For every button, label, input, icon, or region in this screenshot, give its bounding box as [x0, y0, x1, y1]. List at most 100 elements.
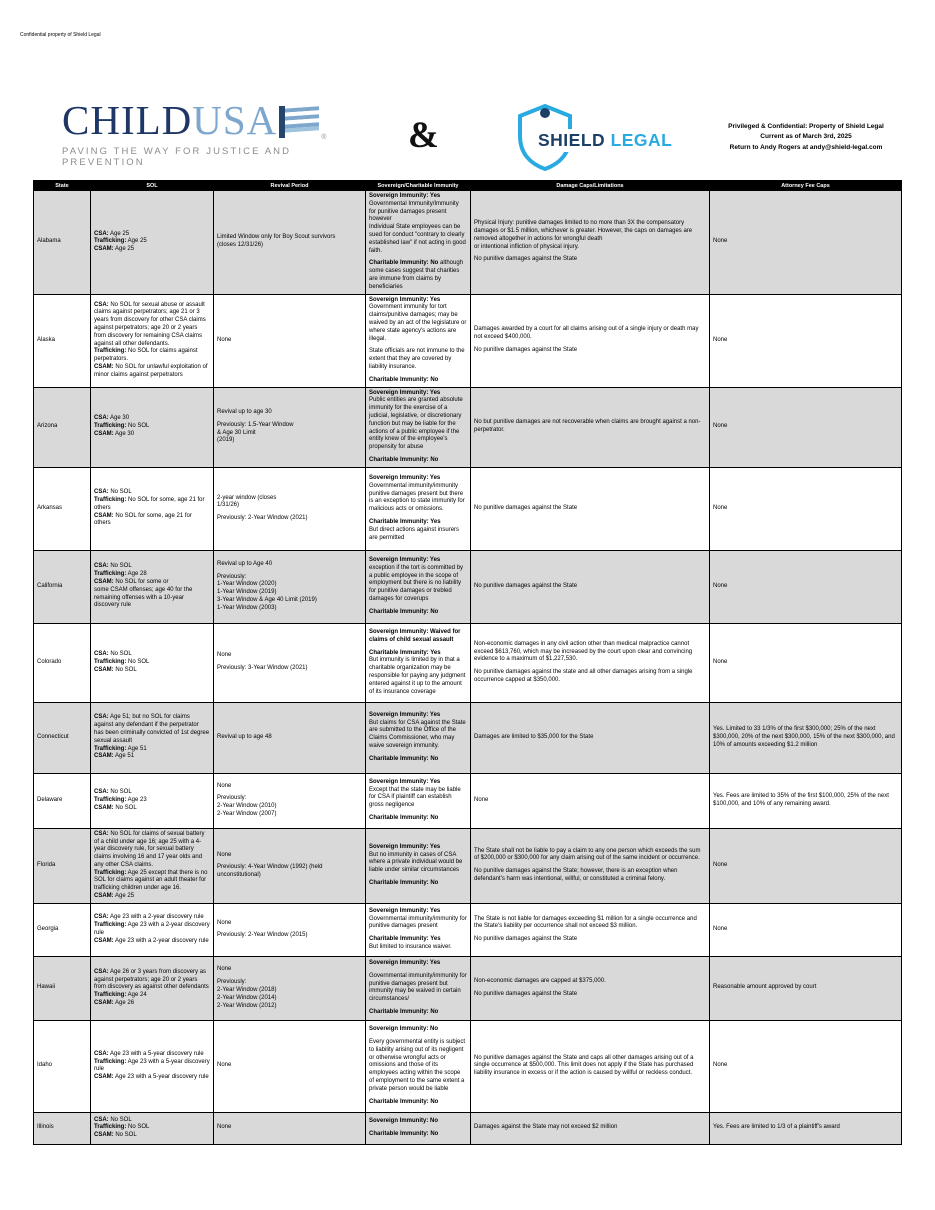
- cell-line: 2-Year Window (2010): [217, 803, 277, 810]
- cell-revival-period: Revival up to Age 40 Previously: 1-Year Wi…: [214, 550, 366, 624]
- cell-line: No but punitive damages are not recovera…: [474, 419, 701, 434]
- cell-line: Charitable Immunity: No: [369, 1130, 439, 1137]
- column-header: State: [34, 181, 91, 191]
- cell-line: Illinois: [37, 1124, 54, 1131]
- cell-line: No punitive damages against the state an…: [474, 669, 693, 683]
- cell-state: Hawaii: [34, 956, 91, 1021]
- cell-immunity: Sovereign Immunity: Yes exception if the …: [366, 550, 471, 624]
- cell-line: CSAM: Age 25: [94, 246, 135, 253]
- cell-attorney-fee-caps: None: [710, 191, 902, 295]
- cell-line: CSAM: Age 23 with a 5-year discovery rul…: [94, 1074, 209, 1081]
- cell-line: Sovereign Immunity: Yes: [369, 389, 441, 396]
- cell-damage-caps: No punitive damages against the State an…: [471, 1020, 710, 1113]
- cell-revival-period: None: [214, 294, 366, 388]
- table-row: California CSA: No SOL Trafficking: Age 28…: [34, 550, 902, 624]
- cell-line: Trafficking: No SOL: [94, 1124, 150, 1131]
- cell-line: Charitable Immunity: No: [369, 608, 439, 615]
- cell-line: Arkansas: [37, 504, 63, 511]
- cell-sol: CSA: Age 30 Trafficking: No SOL CSAM: Age …: [91, 387, 214, 468]
- cell-line: Charitable Immunity: Yes: [369, 519, 441, 525]
- cell-line: None: [217, 782, 232, 789]
- table-row: Hawaii CSA: Age 26 or 3 years from discov…: [34, 956, 902, 1021]
- notice-line-2: Current as of March 3rd, 2025: [760, 133, 852, 141]
- cell-line: None: [217, 652, 232, 659]
- cell-line: Government immunity for tort claims/puni…: [369, 304, 467, 342]
- cell-sol: CSA: No SOL Trafficking: No SOL CSAM: No S…: [91, 623, 214, 703]
- cell-line: None: [217, 1062, 232, 1069]
- cell-line: Charitable Immunity: No: [369, 456, 439, 463]
- cell-sol: CSA: No SOL Trafficking: No SOL CSAM: No S…: [91, 1112, 214, 1145]
- cell-line: But limited to insurance waiver.: [369, 944, 452, 951]
- shieldlegal-word-legal: LEGAL: [610, 130, 673, 150]
- notice-line-3: Return to Andy Rogers at andy@shield-leg…: [729, 143, 883, 151]
- cell-sol: CSA: No SOL for sexual abuse or assault …: [91, 294, 214, 388]
- column-header: SOL: [91, 181, 214, 191]
- cell-sol: CSA: No SOL for claims of sexual battery…: [91, 828, 214, 904]
- table-row: Alabama CSA: Age 25 Trafficking: Age 25 CSA…: [34, 191, 902, 295]
- cell-line: 2-Year Window (2014): [217, 994, 277, 1001]
- cell-revival-period: 2-year window (closes 1/31/26) Previously:…: [214, 467, 366, 551]
- cell-damage-caps: Damages awarded by a court for all claim…: [471, 294, 710, 388]
- cell-line: Charitable Immunity: No: [369, 755, 439, 762]
- table-row: Alaska CSA: No SOL for sexual abuse or as…: [34, 294, 902, 388]
- cell-line: Sovereign Immunity: No: [369, 1118, 439, 1125]
- cell-line: State officials are not immune to the ex…: [369, 348, 465, 370]
- cell-line: Except that the state may be liable for …: [369, 786, 461, 809]
- cell-state: Illinois: [34, 1112, 91, 1145]
- cell-line: Previously: 3-Year Window (2021): [217, 665, 308, 672]
- cell-line: Florida: [37, 861, 56, 868]
- cell-attorney-fee-caps: None: [710, 294, 902, 388]
- cell-damage-caps: Damages against the State may not exceed…: [471, 1112, 710, 1145]
- cell-line: None: [217, 966, 232, 973]
- cell-line: Sovereign Immunity: Yes: [369, 475, 441, 482]
- cell-line: 2-Year Window (2018): [217, 986, 277, 993]
- cell-line: CSAM: Age 26: [94, 1000, 135, 1007]
- column-header: Sovereign/Charitable Immunity: [366, 181, 471, 191]
- cell-line: Trafficking: No SOL: [94, 423, 150, 430]
- flag-icon: [279, 106, 320, 138]
- cell-state: California: [34, 550, 91, 624]
- cell-line: Trafficking: No SOL for some, age 21 for…: [94, 497, 205, 511]
- cell-line: Charitable Immunity: Yes: [369, 649, 441, 656]
- cell-line: Non-economic damages are capped at $375,…: [474, 978, 606, 985]
- cell-line: Trafficking: Age 23: [94, 796, 147, 803]
- cell-immunity: Sovereign Immunity: Waived for claims of…: [366, 623, 471, 703]
- cell-line: 2-year window (closes: [217, 494, 277, 501]
- cell-line: Previously:: [217, 979, 247, 986]
- childusa-logo: CHILD USA ® PAVING THE WAY FOR JUSTICE AN…: [62, 97, 362, 169]
- cell-sol: CSA: No SOL Trafficking: No SOL for some,…: [91, 467, 214, 551]
- cell-line: Yes. Limited to 33 1/3% of the first $30…: [713, 726, 895, 748]
- cell-line: CSA: Age 25: [94, 230, 130, 237]
- cell-line: None: [713, 336, 728, 343]
- cell-state: Idaho: [34, 1020, 91, 1113]
- cell-line: Sovereign Immunity: Yes Governmental Imm…: [369, 193, 459, 223]
- cell-damage-caps: Non-economic damages are capped at $375,…: [471, 956, 710, 1021]
- cell-line: CSA: No SOL: [94, 1116, 132, 1123]
- cell-line: Georgia: [37, 925, 59, 932]
- cell-line: CSA: Age 30: [94, 415, 130, 422]
- cell-line: CSAM: Age 25: [94, 893, 135, 900]
- cell-line: CSA: No SOL: [94, 789, 132, 795]
- cell-line: Sovereign Immunity: Yes: [369, 778, 441, 785]
- cell-state: Colorado: [34, 623, 91, 703]
- cell-line: CSAM: Age 30: [94, 431, 135, 438]
- cell-line: CSAM: No SOL for unlawful exploitation o…: [94, 363, 208, 378]
- cell-line: Sovereign Immunity: Yes: [369, 959, 441, 966]
- cell-revival-period: None Previously: 2-Year Window (2018) 2-Yea…: [214, 956, 366, 1021]
- cell-line: No punitive damages against the State; h…: [474, 868, 678, 883]
- cell-line: CSA: Age 23 with a 5-year discovery rule: [94, 1050, 204, 1057]
- cell-line: Trafficking: Age 25 except that there is…: [94, 869, 208, 892]
- cell-immunity: Sovereign Immunity: Yes Governmental immu…: [366, 956, 471, 1021]
- cell-line: Damages are limited to $35,000 for the S…: [474, 733, 594, 740]
- cell-line: Previously: 1.5-Year Window: [217, 421, 294, 428]
- cell-revival-period: None: [214, 1112, 366, 1145]
- cell-immunity: Sovereign Immunity: No Every governmental…: [366, 1020, 471, 1113]
- cell-line: Previously:: [217, 795, 247, 802]
- cell-line: None: [217, 336, 232, 343]
- cell-state: Arkansas: [34, 467, 91, 551]
- childusa-word-child: CHILD: [62, 97, 193, 143]
- cell-line: Arizona: [37, 423, 58, 430]
- cell-revival-period: None: [214, 1020, 366, 1113]
- cell-state: Alaska: [34, 294, 91, 388]
- cell-revival-period: Revival up to age 48: [214, 702, 366, 774]
